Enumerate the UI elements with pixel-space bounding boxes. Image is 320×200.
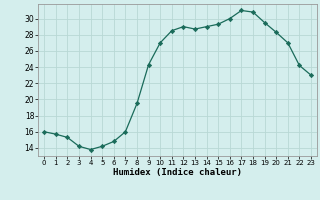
X-axis label: Humidex (Indice chaleur): Humidex (Indice chaleur): [113, 168, 242, 177]
